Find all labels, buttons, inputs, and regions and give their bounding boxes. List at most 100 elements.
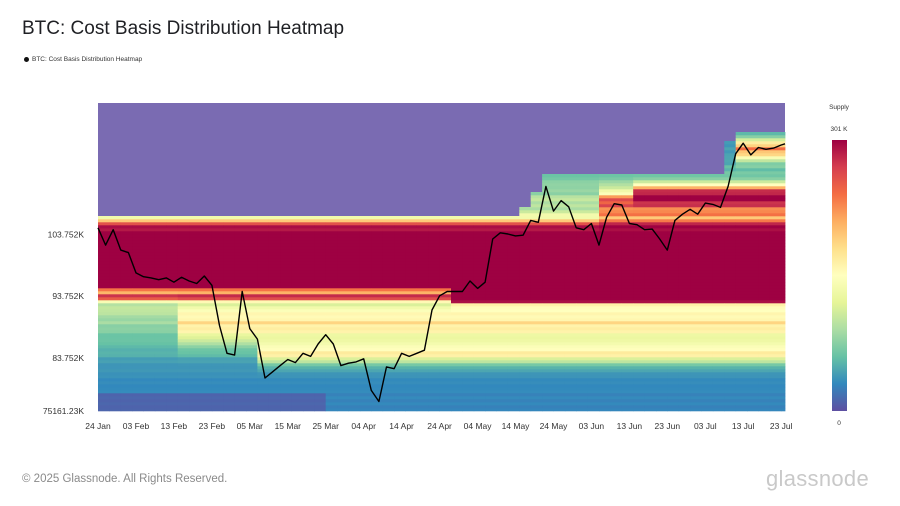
heatmap-cell [291, 234, 304, 238]
heatmap-cell [781, 216, 786, 220]
heatmap-cell [98, 408, 110, 412]
heatmap-cell [485, 240, 497, 244]
heatmap-cell [553, 249, 566, 253]
heatmap-cell [747, 372, 759, 376]
heatmap-cell [644, 222, 657, 226]
heatmap-cell [325, 270, 338, 274]
heatmap-cell [405, 333, 418, 337]
heatmap-cell [587, 234, 600, 238]
heatmap-cell [211, 390, 224, 394]
heatmap-cell [644, 330, 657, 334]
heatmap-cell [656, 219, 668, 223]
heatmap-cell [132, 336, 144, 340]
heatmap-cell [758, 336, 771, 340]
heatmap-cell [621, 375, 634, 379]
heatmap-cell [599, 246, 611, 250]
heatmap-cell [166, 228, 179, 232]
heatmap-cell [291, 399, 304, 403]
heatmap-cell [553, 231, 566, 235]
heatmap-cell [587, 396, 600, 400]
heatmap-cell [109, 339, 122, 343]
heatmap-cell [189, 408, 201, 412]
heatmap-cell [781, 135, 786, 139]
heatmap-cell [507, 387, 520, 391]
heatmap-cell [507, 279, 520, 283]
heatmap-cell [462, 234, 475, 238]
heatmap-cell [724, 354, 737, 358]
heatmap-cell [610, 189, 623, 193]
heatmap-cell [394, 255, 406, 259]
heatmap-cell [211, 225, 224, 229]
heatmap-cell [690, 351, 702, 355]
heatmap-cell [735, 351, 748, 355]
heatmap-cell [599, 210, 611, 214]
heatmap-cell [667, 240, 680, 244]
heatmap-cell [451, 324, 463, 328]
heatmap-cell [587, 405, 600, 409]
heatmap-cell [610, 303, 623, 307]
heatmap-cell [132, 216, 144, 220]
heatmap-cell [416, 378, 429, 382]
heatmap-cell [291, 363, 304, 367]
heatmap-cell [154, 222, 167, 226]
heatmap-cell [234, 384, 247, 388]
heatmap-cell [359, 327, 372, 331]
chart-legend[interactable]: BTC: Cost Basis Distribution Heatmap [24, 56, 142, 63]
heatmap-cell [268, 372, 281, 376]
heatmap-cell [451, 363, 463, 367]
heatmap-cell [462, 327, 475, 331]
heatmap-cell [587, 294, 600, 298]
heatmap-cell [166, 408, 179, 412]
heatmap-cell [109, 219, 122, 223]
heatmap-cell [348, 291, 361, 295]
heatmap-cell [246, 216, 258, 220]
heatmap-cell [587, 186, 600, 190]
heatmap-cell [382, 402, 395, 406]
heatmap-cell [519, 384, 532, 388]
heatmap-cell [143, 312, 156, 316]
heatmap-cell [712, 294, 725, 298]
heatmap-cell [394, 381, 406, 385]
heatmap-cell [348, 381, 361, 385]
heatmap-cell [644, 378, 657, 382]
heatmap-cell [576, 237, 588, 241]
heatmap-cell [246, 255, 258, 259]
heatmap-cell [599, 354, 611, 358]
heatmap-cell [542, 351, 554, 355]
heatmap-cell [519, 279, 532, 283]
heatmap-cell [291, 315, 304, 319]
heatmap-cell [234, 264, 247, 268]
heatmap-cell [257, 288, 270, 292]
heatmap-cell [690, 246, 702, 250]
heatmap-cell [496, 291, 509, 295]
heatmap-cell [246, 222, 258, 226]
heatmap-cell [154, 261, 167, 265]
heatmap-cell [405, 219, 418, 223]
heatmap-cell [234, 345, 247, 349]
heatmap-cell [154, 372, 167, 376]
heatmap-cell [462, 405, 475, 409]
heatmap-cell [542, 255, 554, 259]
heatmap-cell [564, 216, 577, 220]
heatmap-cell [154, 252, 167, 256]
heatmap-cell [359, 357, 372, 361]
heatmap-cell [712, 348, 725, 352]
heatmap-cell [143, 267, 156, 271]
heatmap-cell [667, 288, 680, 292]
x-tick-label: 23 Jul [770, 421, 793, 431]
heatmap-cell [268, 387, 281, 391]
heatmap-cell [656, 195, 668, 199]
heatmap-cell [553, 402, 566, 406]
heatmap-cell [223, 222, 236, 226]
heatmap-cell [246, 282, 258, 286]
heatmap-cell [166, 369, 179, 373]
heatmap-cell [120, 222, 133, 226]
heatmap-cell [678, 333, 691, 337]
heatmap-cells [98, 103, 786, 412]
heatmap-cell [667, 324, 680, 328]
heatmap-cell [564, 234, 577, 238]
heatmap-cell [496, 285, 509, 289]
heatmap-cell [599, 324, 611, 328]
heatmap-cell [371, 333, 384, 337]
